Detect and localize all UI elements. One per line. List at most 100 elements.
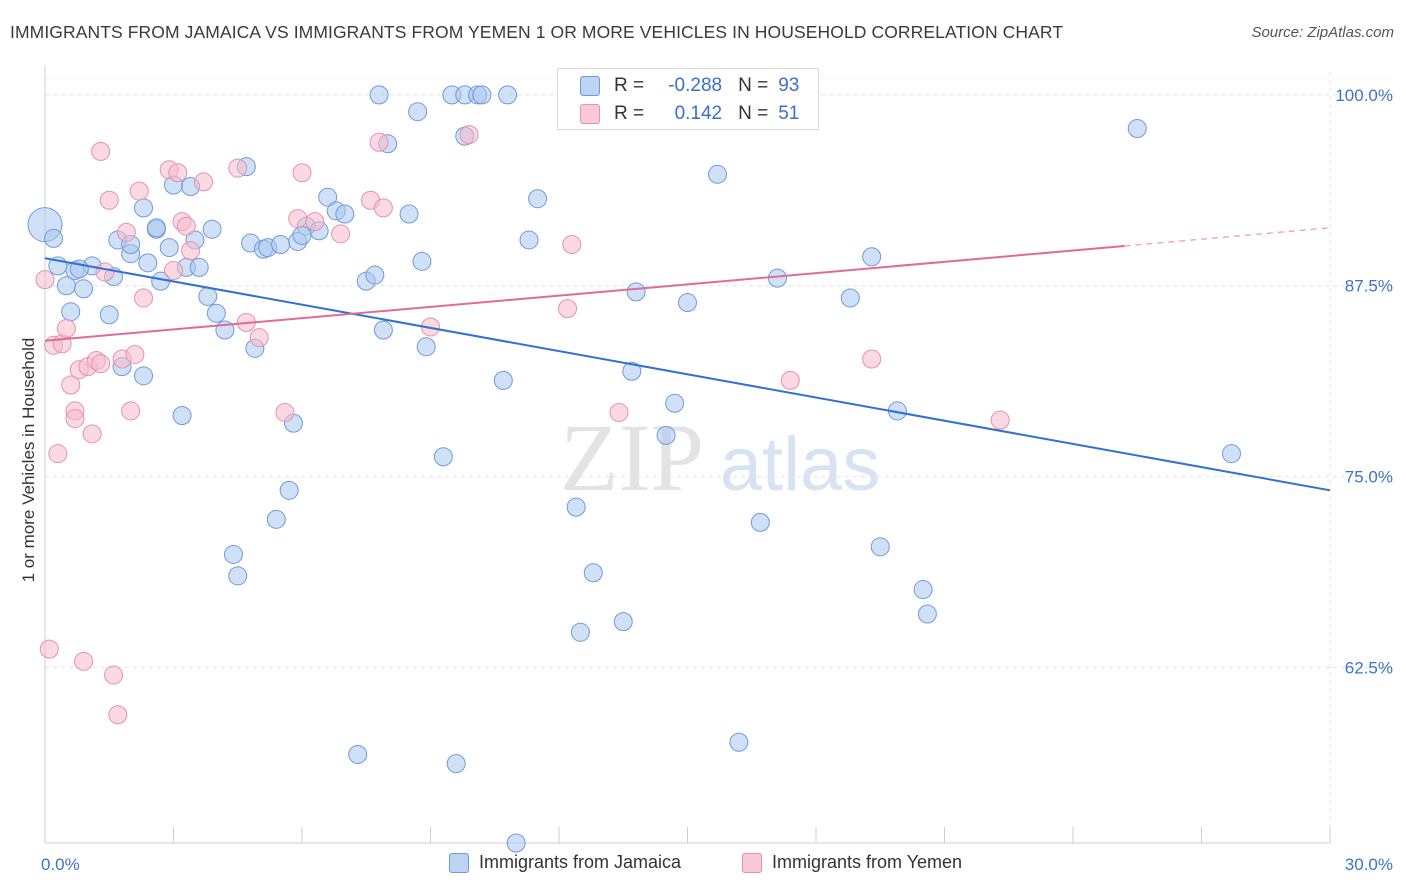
yemen-point (249, 328, 269, 348)
jamaica-point (729, 732, 749, 752)
stats-n-label: N = (738, 103, 769, 124)
jamaica-point (498, 85, 518, 105)
yemen-point (990, 410, 1010, 430)
jamaica-point (223, 544, 243, 564)
jamaica-point (519, 230, 539, 250)
trend-lines (44, 227, 1331, 492)
grid-lines (45, 72, 1392, 843)
jamaica-point (369, 85, 389, 105)
legend-label-jamaica: Immigrants from Jamaica (479, 852, 682, 872)
axes (44, 66, 1331, 844)
yemen-point (168, 163, 188, 183)
jamaica-point (74, 279, 94, 299)
yemen-point (288, 209, 308, 229)
jamaica-point (399, 204, 419, 224)
jamaica-point (373, 320, 393, 340)
yemen-point (181, 241, 201, 261)
yemen-point (193, 172, 213, 192)
yemen-point (780, 370, 800, 390)
legend-swatch-yemen (742, 852, 762, 873)
watermark-atlas: atlas (720, 422, 881, 507)
jamaica-point (707, 164, 727, 184)
jamaica-point (159, 238, 179, 258)
jamaica-point (189, 257, 209, 277)
jamaica-point (493, 370, 513, 390)
jamaica-point (840, 288, 860, 308)
jamaica-point (134, 198, 154, 218)
jamaica-point (335, 204, 355, 224)
jamaica-point (570, 622, 590, 642)
jamaica-point (198, 286, 218, 306)
jamaica-point (99, 305, 119, 325)
y-tick-label: 75.0% (1345, 468, 1393, 487)
yemen-point (39, 639, 59, 659)
jamaica-point (271, 235, 291, 255)
jamaica-point (202, 219, 222, 239)
jamaica-point (446, 754, 466, 774)
jamaica-point (870, 537, 890, 557)
jamaica-point (862, 247, 882, 267)
yemen-point (108, 705, 128, 725)
stats-r-value: 0.142 (674, 103, 723, 124)
source-label: Source: ZipAtlas.com (1251, 24, 1394, 41)
jamaica-point (750, 512, 770, 532)
jamaica-point (146, 218, 166, 238)
x-tick-label: 30.0% (1345, 855, 1393, 874)
yemen-point (228, 158, 248, 178)
jamaica-point (61, 302, 81, 322)
jamaica-point (1127, 118, 1147, 138)
yemen-point (61, 375, 81, 395)
jamaica-point (348, 744, 368, 764)
yemen-point (609, 402, 629, 422)
jamaica-point (566, 497, 586, 517)
watermark-zip: ZIP (560, 404, 704, 511)
yemen-point (116, 222, 136, 242)
yemen-point (48, 444, 68, 464)
yemen-point (129, 181, 149, 201)
jamaica-point (206, 303, 226, 323)
stats-legend: R = -0.288 N = 93 R = 0.142 N = 51 (557, 68, 819, 130)
jamaica-point (412, 251, 432, 271)
stats-r-label: R = (614, 103, 645, 124)
yemen-point (305, 212, 325, 232)
stats-r-value: -0.288 (668, 75, 723, 96)
legend-item-yemen[interactable]: Immigrants from Yemen (742, 852, 962, 873)
jamaica-point (228, 566, 248, 586)
stats-row-jamaica: R = -0.288 N = 93 (580, 73, 799, 99)
jamaica-point (913, 580, 933, 600)
legend-item-jamaica[interactable]: Immigrants from Jamaica (449, 852, 681, 873)
y-tick-label: 87.5% (1345, 277, 1393, 296)
yemen-point (331, 224, 351, 244)
jamaica-point (665, 393, 685, 413)
chart-title: IMMIGRANTS FROM JAMAICA VS IMMIGRANTS FR… (10, 22, 1064, 42)
y-tick-label: 62.5% (1345, 658, 1393, 677)
yemen-point (125, 344, 145, 364)
yemen-point (91, 354, 111, 374)
stats-n-value: 51 (778, 103, 800, 124)
jamaica-point (318, 187, 338, 207)
y-axis-label: 1 or more Vehicles in Household (19, 338, 38, 583)
stats-n-value: 93 (778, 75, 800, 96)
jamaica-trend-line (44, 257, 1331, 492)
jamaica-point (365, 265, 385, 285)
yemen-trend-line (44, 245, 1125, 342)
y-tick-label: 100.0% (1335, 86, 1393, 105)
stats-swatch-yemen (580, 104, 600, 124)
jamaica-point (626, 282, 646, 302)
jamaica-point (138, 253, 158, 273)
yemen-point (862, 349, 882, 369)
yemen-point (164, 260, 183, 280)
jamaica-point (613, 612, 633, 632)
jamaica-point (767, 268, 787, 288)
jamaica-point (583, 563, 603, 583)
yemen-point (373, 198, 393, 218)
jamaica-point (44, 228, 64, 248)
yemen-point (74, 651, 94, 671)
jamaica-point (622, 361, 642, 381)
yemen-point (56, 318, 76, 338)
yemen-point (558, 299, 578, 319)
yemen-point (95, 262, 115, 282)
watermark: ZIP atlas (560, 404, 880, 511)
tick-labels: 100.0% 87.5% 75.0% 62.5% 0.0% 30.0% (41, 86, 1393, 874)
